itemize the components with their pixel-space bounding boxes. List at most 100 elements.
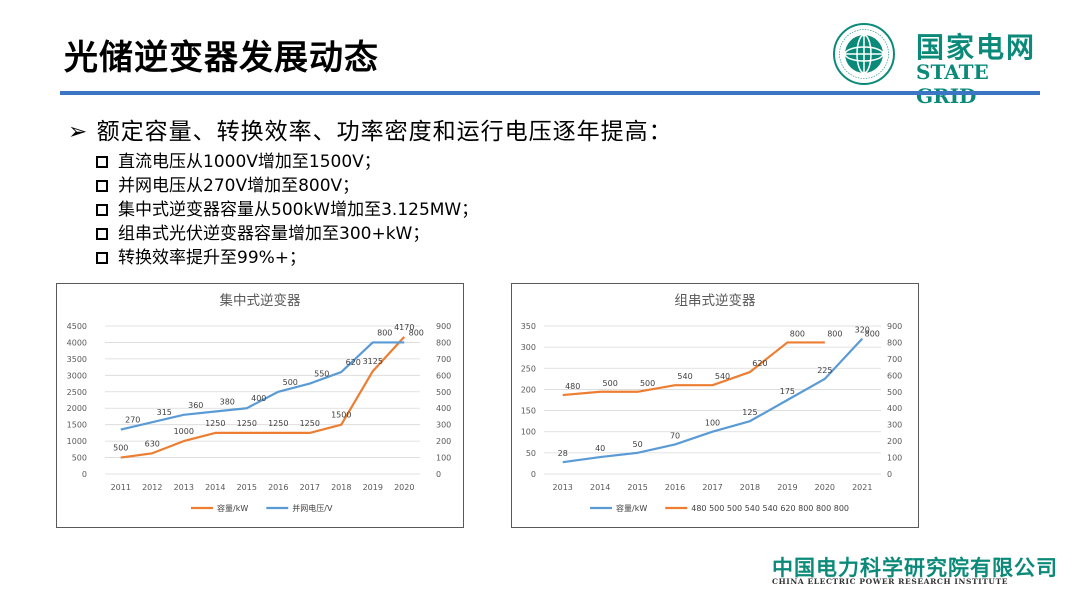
- x-tick-label: 2014: [205, 483, 225, 492]
- data-label: 70: [670, 431, 680, 440]
- y-right-tick-label: 400: [887, 404, 902, 413]
- data-label: 500: [283, 378, 298, 387]
- data-label: 620: [346, 358, 361, 367]
- list-item: 直流电压从1000V增加至1500V；: [96, 150, 478, 174]
- y-left-tick-label: 300: [521, 343, 536, 352]
- x-tick-label: 2014: [590, 483, 610, 492]
- x-tick-label: 2016: [665, 483, 685, 492]
- square-bullet-icon: [96, 252, 108, 264]
- y-right-tick-label: 500: [436, 388, 451, 397]
- data-label: 175: [780, 387, 795, 396]
- list-item: 组串式光伏逆变器容量增加至300+kW；: [96, 222, 478, 246]
- y-left-tick-label: 1500: [67, 421, 87, 430]
- logo-name-cn: 国家电网: [916, 31, 1037, 64]
- data-label: 540: [715, 372, 730, 381]
- x-tick-label: 2011: [111, 483, 131, 492]
- y-right-tick-label: 600: [887, 371, 902, 380]
- list-item: 转换效率提升至99%+；: [96, 246, 478, 270]
- x-tick-label: 2021: [852, 483, 872, 492]
- y-right-tick-label: 900: [887, 322, 902, 331]
- list-item-text: 转换效率提升至99%+；: [118, 248, 307, 268]
- centralized-inverter-chart: 集中式逆变器 0 500 1000 1500 2000 2500 3000 3500 4000 45…: [56, 283, 464, 528]
- y-right-tick-label: 100: [436, 454, 451, 463]
- y-left-tick-label: 500: [72, 454, 87, 463]
- y-right-tick-label: 500: [887, 388, 902, 397]
- y-left-tick-label: 250: [521, 364, 536, 373]
- data-label: 50: [633, 440, 643, 449]
- data-label: 500: [603, 379, 618, 388]
- y-left-tick-label: 1000: [67, 437, 87, 446]
- data-label: 620: [752, 359, 767, 368]
- y-left-tick-label: 100: [521, 428, 536, 437]
- data-label: 1250: [300, 419, 320, 428]
- legend-label: 并网电压/V: [292, 503, 333, 513]
- y-left-tick-label: 50: [526, 449, 536, 458]
- y-left-tick-label: 4000: [67, 338, 87, 347]
- y-right-tick-label: 800: [436, 338, 451, 347]
- y-right-tick-label: 0: [436, 470, 441, 479]
- list-item-text: 并网电压从270V增加至800V；: [118, 176, 360, 196]
- x-tick-label: 2015: [237, 483, 257, 492]
- data-label: 540: [677, 372, 692, 381]
- x-tick-label: 2019: [777, 483, 797, 492]
- data-label: 320: [855, 326, 870, 335]
- sub-bullet-list: 直流电压从1000V增加至1500V； 并网电压从270V增加至800V； 集中…: [96, 150, 478, 270]
- centralized-inverter-chart-svg: 集中式逆变器0500100015002000250030003500400045…: [67, 293, 452, 513]
- y-left-tick-label: 2500: [67, 388, 87, 397]
- legend-label: 容量/kW: [217, 503, 248, 513]
- y-right-tick-label: 200: [887, 437, 902, 446]
- y-left-tick-label: 4500: [67, 322, 87, 331]
- x-tick-label: 2018: [740, 483, 760, 492]
- footer-org-name-cn: 中国电力科学研究院有限公司: [772, 556, 1058, 580]
- data-label: 360: [188, 401, 203, 410]
- x-tick-label: 2013: [174, 483, 194, 492]
- string-inverter-chart-svg: 组串式逆变器 0 50 100 150 200 250 300 350 0 100 200 300 400…: [521, 293, 903, 513]
- x-tick-label: 2017: [300, 483, 320, 492]
- data-label: 380: [220, 398, 235, 407]
- series-line-1: [120, 336, 406, 459]
- data-label: 270: [125, 416, 140, 425]
- x-tick-label: 2019: [363, 483, 383, 492]
- main-bullet: ➢ 额定容量、转换效率、功率密度和运行电压逐年提高：: [68, 112, 673, 146]
- x-tick-label: 2017: [702, 483, 722, 492]
- y-left-tick-label: 350: [521, 322, 536, 331]
- data-label: 225: [817, 366, 832, 375]
- y-right-tick-label: 700: [887, 355, 902, 364]
- x-tick-label: 2016: [268, 483, 288, 492]
- data-label: 4170: [394, 323, 414, 332]
- data-label: 28: [558, 449, 568, 458]
- data-label: 550: [314, 370, 329, 379]
- y-left-tick-label: 150: [521, 407, 536, 416]
- footer-org-name-en: CHINA ELECTRIC POWER RESEARCH INSTITUTE: [772, 577, 1009, 586]
- chart-title: 集中式逆变器: [220, 293, 301, 309]
- x-tick-label: 2020: [815, 483, 835, 492]
- y-left-tick-label: 3000: [67, 371, 87, 380]
- arrow-bullet-icon: ➢: [68, 119, 89, 145]
- data-label: 800: [409, 328, 424, 337]
- y-right-tick-label: 300: [436, 421, 451, 430]
- list-item-text: 直流电压从1000V增加至1500V；: [118, 152, 381, 172]
- x-tick-label: 2018: [331, 483, 351, 492]
- data-label: 800: [790, 329, 805, 338]
- square-bullet-icon: [96, 156, 108, 168]
- y-right-tick-label: 100: [887, 454, 902, 463]
- logo-name-en: STATE GRID: [916, 60, 989, 108]
- x-tick-label: 2013: [553, 483, 573, 492]
- list-item-text: 集中式逆变器容量从500kW增加至3.125MW；: [118, 200, 479, 220]
- list-item: 并网电压从270V增加至800V；: [96, 174, 478, 198]
- y-right-tick-label: 0: [887, 470, 892, 479]
- data-label: 1250: [205, 419, 225, 428]
- main-bullet-text: 额定容量、转换效率、功率密度和运行电压逐年提高：: [96, 119, 673, 145]
- state-grid-emblem-icon: [833, 23, 895, 85]
- y-left-tick-label: 0: [82, 470, 87, 479]
- y-right-tick-label: 200: [436, 437, 451, 446]
- list-item-text: 组串式光伏逆变器容量增加至300+kW；: [118, 224, 430, 244]
- data-label: 800: [377, 328, 392, 337]
- data-label: 1250: [237, 419, 257, 428]
- data-label: 630: [145, 439, 160, 448]
- data-label: 1250: [268, 419, 288, 428]
- data-label: 400: [251, 394, 266, 403]
- square-bullet-icon: [96, 180, 108, 192]
- y-right-tick-label: 600: [436, 371, 451, 380]
- y-left-tick-label: 200: [521, 385, 536, 394]
